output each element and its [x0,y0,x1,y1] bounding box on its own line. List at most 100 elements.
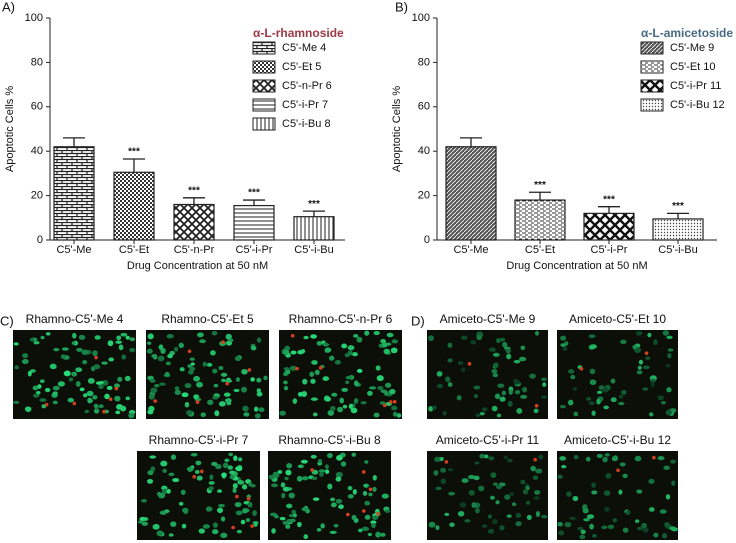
cell [447,358,453,363]
cell [39,379,45,384]
cell [206,362,213,367]
cell [622,473,628,479]
cell [356,336,363,343]
cell [638,359,644,365]
cell [282,486,290,492]
cell [351,514,357,521]
cell [459,502,467,508]
cell [322,376,330,381]
cell [198,528,206,534]
cell [579,534,586,540]
cell [241,386,247,393]
cell [280,482,286,488]
cell [237,480,245,485]
cell [342,404,348,409]
cell [566,491,572,497]
cell [312,497,320,501]
cell [196,381,203,388]
micrograph [557,451,678,540]
cell [331,392,338,397]
cell [234,502,242,508]
cell [381,493,389,499]
cell [311,360,318,365]
cell [179,367,185,372]
cell [283,385,289,391]
cell [573,411,579,417]
cell [161,488,169,495]
cell [27,370,32,377]
cell [330,502,337,508]
legend-swatch [640,98,664,112]
cell [589,368,596,375]
bar [514,199,566,241]
cell [149,455,157,459]
cell [98,404,104,409]
cell [254,406,259,412]
cell [596,453,603,459]
cell [13,342,19,346]
cell [562,347,568,351]
cell [596,398,601,405]
error-bar [667,212,689,219]
cell [557,474,563,479]
apoptotic-cell [246,496,251,501]
cell [182,507,189,513]
cell [22,353,29,359]
cell [93,408,100,414]
cell [636,526,643,531]
cell [228,338,234,343]
cell [601,525,608,530]
cell [263,375,268,381]
cell [213,383,219,388]
y-tick-label: 80 [31,56,43,68]
cell [370,520,377,525]
cell [98,384,104,390]
cell [60,354,67,359]
cell [254,413,261,419]
cell [240,519,246,525]
cell [160,460,168,467]
cell [124,375,131,382]
cell [36,390,41,395]
cell [236,529,243,534]
cell [270,483,278,488]
cell [225,398,232,403]
cell [373,330,380,336]
y-tick-label: 20 [31,190,43,202]
legend-label: C5'-i-Bu 8 [282,118,331,130]
x-tick-label: C5'-i-Pr [236,244,273,256]
cell [320,523,325,529]
cell [217,507,224,514]
cell [513,359,521,364]
apoptotic-cell [72,401,77,406]
cell [68,377,74,382]
cell [348,403,353,409]
bar [445,146,497,241]
cell [238,457,243,462]
cell [324,396,332,402]
cell [496,413,502,418]
cell [456,395,462,401]
cell [25,406,32,413]
apoptotic-cell [533,457,537,462]
cell [569,516,576,521]
cell [358,528,363,533]
cell [585,456,591,462]
cell [474,461,480,465]
legend-label: C5'-i-Bu 12 [670,99,725,111]
cell [291,509,297,515]
apoptotic-cell [94,355,98,360]
cell [152,523,160,530]
cell [232,483,238,489]
apoptotic-cell [114,386,119,391]
cell [303,335,309,340]
cell [146,341,152,345]
cell [493,482,498,486]
cell [75,381,81,387]
cell [481,524,488,528]
cell [618,394,624,399]
micrograph [137,451,260,540]
cell [197,332,204,338]
cell [170,521,177,527]
